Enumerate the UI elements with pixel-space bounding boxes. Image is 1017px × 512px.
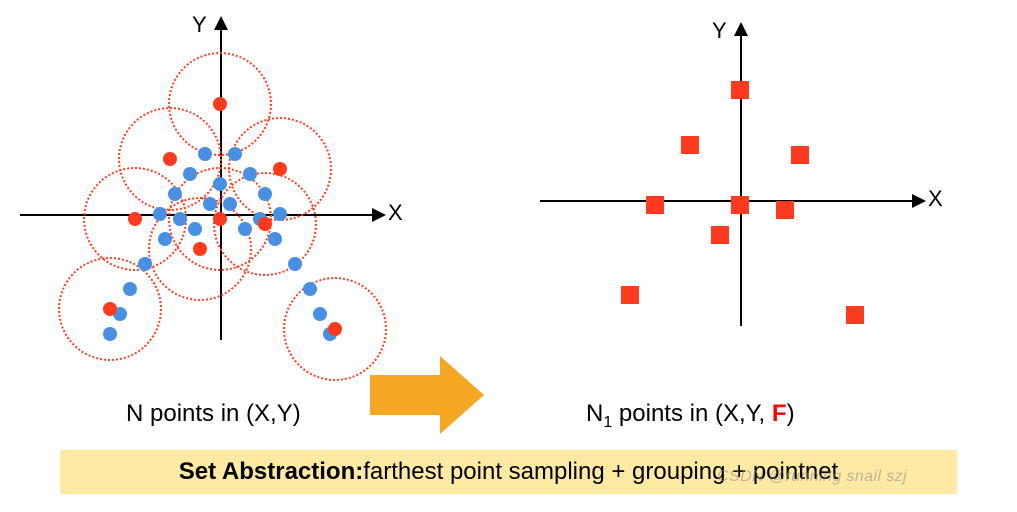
y-axis-arrow	[214, 16, 228, 30]
red-point	[128, 212, 142, 226]
arrow-head	[440, 356, 484, 434]
blue-point	[158, 232, 172, 246]
red-point	[163, 152, 177, 166]
blue-point	[203, 197, 217, 211]
blue-point	[103, 327, 117, 341]
caption-n: N	[586, 400, 603, 427]
red-square	[731, 81, 749, 99]
red-square	[711, 226, 729, 244]
blue-point	[168, 187, 182, 201]
y-axis-label: Y	[712, 18, 727, 44]
caption-feature: F	[772, 400, 787, 427]
banner-bold: Set Abstraction:	[179, 458, 363, 486]
right-caption: N1 points in (X,Y, F)	[586, 400, 795, 432]
red-point	[258, 217, 272, 231]
right-plot: XY	[540, 20, 940, 340]
red-square	[846, 306, 864, 324]
red-point	[328, 322, 342, 336]
left-caption: N points in (X,Y)	[126, 400, 301, 428]
blue-point	[153, 207, 167, 221]
red-point	[213, 97, 227, 111]
banner: Set Abstraction: farthest point sampling…	[60, 450, 957, 494]
blue-point	[273, 207, 287, 221]
blue-point	[258, 187, 272, 201]
banner-rest: farthest point sampling + grouping + poi…	[363, 458, 838, 486]
x-axis-label: X	[928, 186, 943, 212]
y-axis-label: Y	[192, 12, 207, 38]
caption-sub: 1	[603, 414, 612, 431]
red-point	[193, 242, 207, 256]
x-axis-label: X	[388, 200, 403, 226]
transform-arrow-icon	[370, 356, 484, 434]
blue-point	[303, 282, 317, 296]
y-axis	[740, 36, 742, 326]
x-axis	[540, 200, 912, 202]
red-point	[213, 212, 227, 226]
red-square	[681, 136, 699, 154]
x-axis-arrow	[372, 208, 386, 222]
left-plot: XY	[20, 14, 400, 354]
blue-point	[223, 197, 237, 211]
blue-point	[243, 167, 257, 181]
arrow-body	[370, 375, 440, 415]
red-square	[621, 286, 639, 304]
red-point	[273, 162, 287, 176]
blue-point	[183, 167, 197, 181]
blue-point	[188, 222, 202, 236]
blue-point	[213, 177, 227, 191]
x-axis-arrow	[912, 194, 926, 208]
caption-suffix: )	[787, 400, 795, 427]
caption-mid: points in (X,Y,	[612, 400, 772, 427]
blue-point	[173, 212, 187, 226]
blue-point	[313, 307, 327, 321]
blue-point	[138, 257, 152, 271]
red-point	[103, 302, 117, 316]
blue-point	[123, 282, 137, 296]
red-square	[776, 201, 794, 219]
blue-point	[198, 147, 212, 161]
blue-point	[228, 147, 242, 161]
y-axis-arrow	[734, 22, 748, 36]
red-square	[646, 196, 664, 214]
blue-point	[268, 232, 282, 246]
red-square	[731, 196, 749, 214]
red-square	[791, 146, 809, 164]
blue-point	[238, 222, 252, 236]
blue-point	[288, 257, 302, 271]
